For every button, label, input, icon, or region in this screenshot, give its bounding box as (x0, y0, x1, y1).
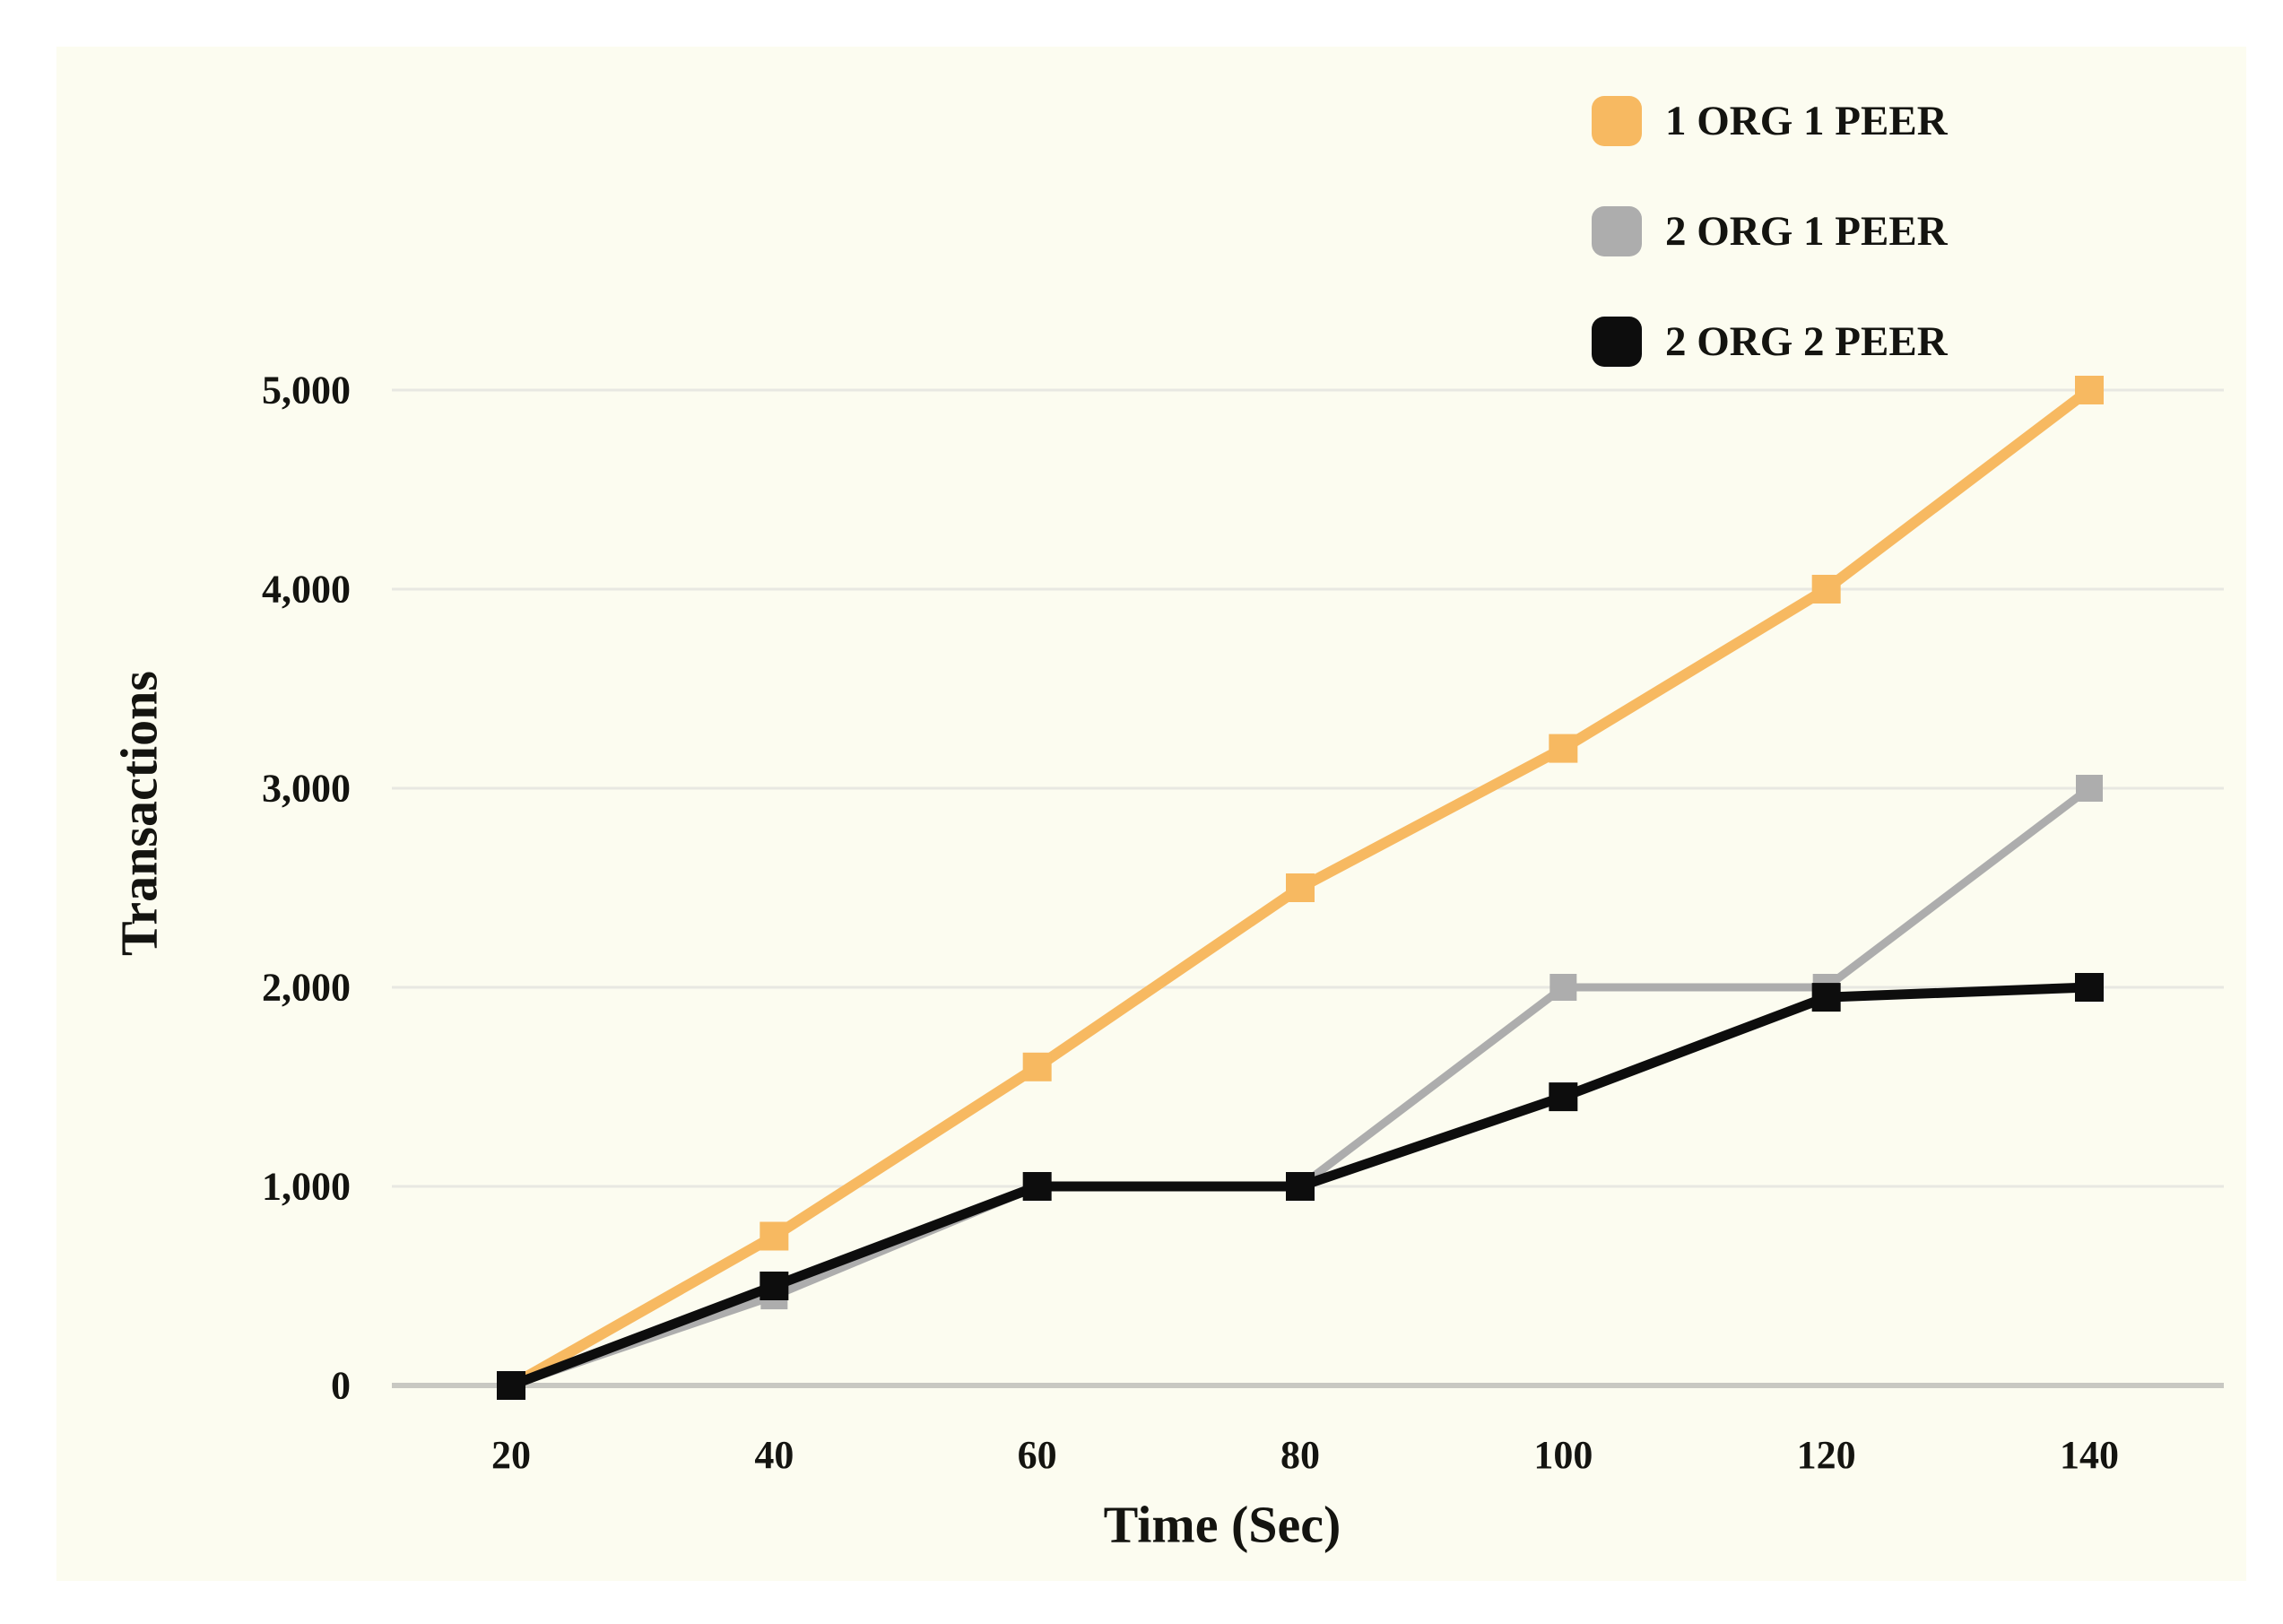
x-tick-label: 100 (1533, 1433, 1593, 1477)
y-tick-label: 4,000 (262, 567, 351, 612)
legend-swatch-black (1592, 317, 1642, 367)
x-tick-label: 20 (491, 1433, 531, 1477)
legend-item: 2 ORG 1 PEER (1592, 206, 1948, 256)
data-point-marker (1811, 575, 1841, 604)
legend-label: 1 ORG 1 PEER (1665, 98, 1948, 144)
data-point-marker (1549, 974, 1577, 1001)
y-tick-label: 1,000 (262, 1164, 351, 1209)
x-tick-label: 60 (1017, 1433, 1057, 1477)
data-point-marker (1022, 1172, 1052, 1201)
x-tick-label: 80 (1280, 1433, 1320, 1477)
data-point-marker (1811, 983, 1841, 1012)
data-point-marker (1022, 1052, 1052, 1081)
data-point-marker (1549, 734, 1578, 763)
data-point-marker (497, 1371, 525, 1400)
y-tick-label: 5,000 (262, 368, 351, 413)
data-point-marker (760, 1272, 789, 1300)
legend-item: 2 ORG 2 PEER (1592, 317, 1948, 367)
data-point-marker (2074, 973, 2104, 1002)
x-axis-title: Time (Sec) (1103, 1495, 1341, 1554)
legend-label: 2 ORG 2 PEER (1665, 318, 1948, 365)
y-tick-label: 0 (331, 1363, 351, 1408)
data-point-marker (1549, 1082, 1578, 1112)
chart-panel: Transactions Time (Sec) 0 1,000 2,000 3,000… (56, 47, 2246, 1581)
data-point-marker (1285, 1172, 1315, 1201)
data-point-marker (1285, 873, 1315, 902)
x-tick-label: 40 (754, 1433, 794, 1477)
y-axis-title: Transactions (109, 671, 169, 956)
chart-svg (392, 376, 2224, 1400)
legend-swatch-gray (1592, 206, 1642, 256)
data-point-marker (2075, 775, 2103, 802)
legend-label: 2 ORG 1 PEER (1665, 208, 1948, 255)
legend-swatch-orange (1592, 96, 1642, 146)
legend: 1 ORG 1 PEER 2 ORG 1 PEER 2 ORG 2 PEER (1592, 96, 1948, 427)
legend-item: 1 ORG 1 PEER (1592, 96, 1948, 146)
data-point-marker (760, 1221, 789, 1251)
x-tick-label: 120 (1796, 1433, 1856, 1477)
y-tick-label: 3,000 (262, 766, 351, 811)
data-point-marker (2074, 376, 2104, 404)
x-tick-label: 140 (2059, 1433, 2119, 1477)
y-tick-label: 2,000 (262, 965, 351, 1010)
